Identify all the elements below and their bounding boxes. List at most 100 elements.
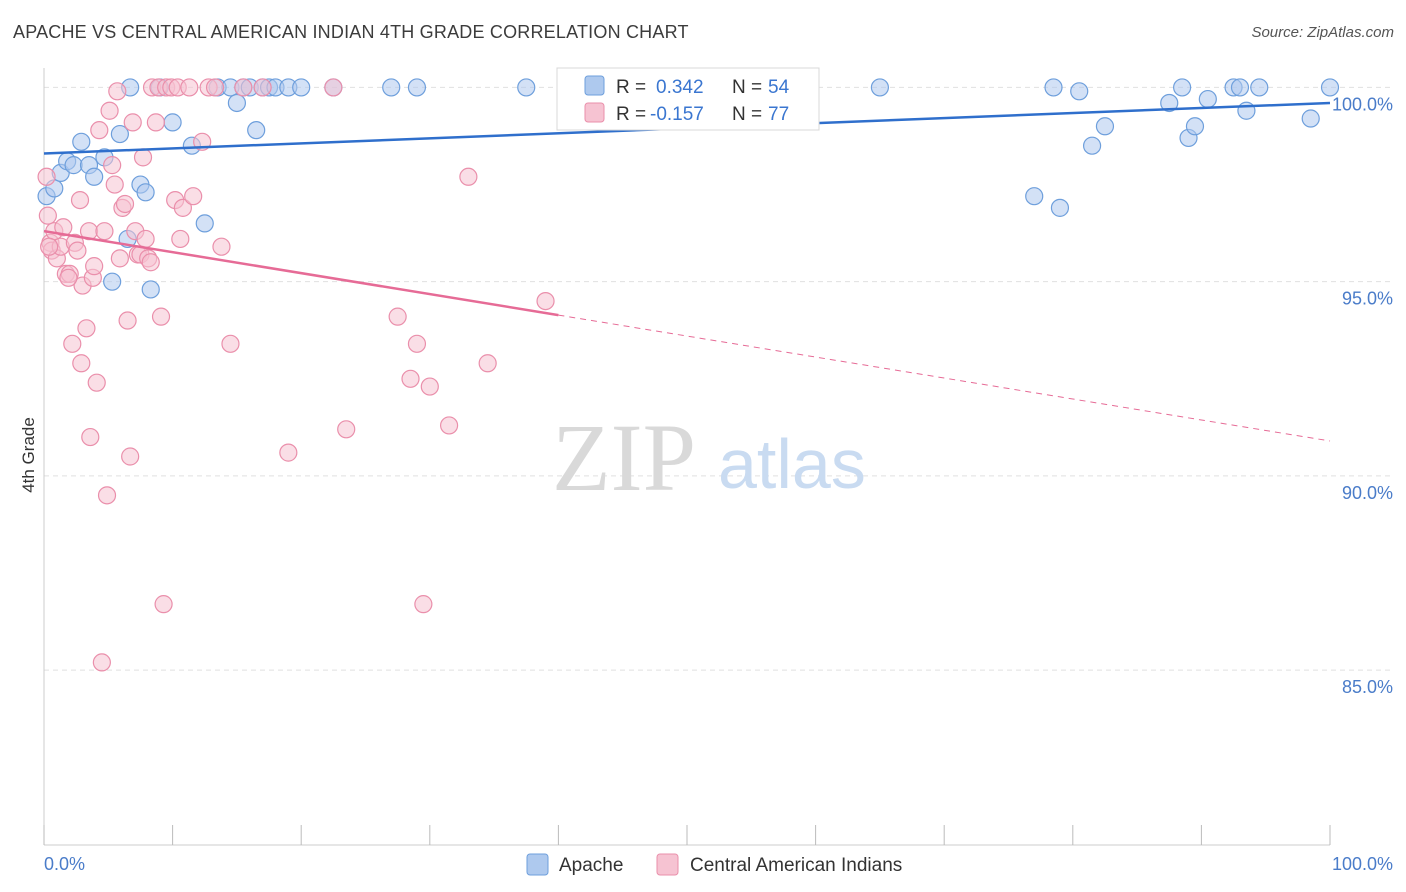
- apache-point: [1250, 78, 1269, 97]
- legend-cai-n-value: 77: [768, 104, 789, 125]
- bottom-legend-apache: Apache: [559, 855, 623, 876]
- cai-point: [180, 78, 199, 97]
- cai-point: [221, 334, 240, 353]
- cai-point: [146, 113, 165, 132]
- apache-point: [1050, 198, 1070, 217]
- apache-point: [1070, 82, 1089, 101]
- apache-point: [1025, 187, 1044, 206]
- apache-point: [1185, 117, 1205, 136]
- cai-point: [171, 229, 190, 249]
- cai-point: [95, 222, 114, 241]
- apache-point: [110, 124, 129, 144]
- legend-apache-r-label: R =: [616, 77, 646, 98]
- trend-line-cai-dashed: [558, 314, 1331, 442]
- cai-point: [205, 78, 225, 97]
- apache-point: [163, 113, 182, 132]
- watermark-zip: ZIP: [552, 404, 696, 511]
- cai-point: [407, 334, 427, 353]
- stats-legend: R = 0.342 N = 54 R = -0.157 N = 77: [556, 67, 820, 131]
- cai-point: [234, 78, 253, 97]
- apache-point: [1173, 78, 1192, 97]
- apache-point: [72, 132, 91, 151]
- cai-point: [279, 443, 298, 462]
- cai-point: [184, 187, 203, 206]
- cai-point: [118, 311, 137, 330]
- apache-point: [1044, 78, 1063, 97]
- cai-point: [439, 416, 459, 435]
- y-axis-title: 4th Grade: [19, 417, 38, 493]
- apache-point: [141, 280, 160, 299]
- cai-point: [414, 595, 433, 614]
- apache-point: [195, 214, 214, 233]
- cai-point: [151, 307, 171, 326]
- legend-apache-n-label: N =: [732, 77, 762, 98]
- cai-point: [136, 229, 155, 249]
- cai-point: [100, 101, 119, 120]
- legend-swatch-apache: [584, 75, 605, 96]
- cai-point: [110, 249, 129, 268]
- apache-point: [103, 272, 122, 291]
- legend-swatch-cai: [584, 102, 605, 123]
- apache-point: [1301, 109, 1320, 128]
- cai-point: [108, 82, 127, 101]
- cai-point: [173, 198, 192, 217]
- cai-point: [123, 113, 142, 132]
- x-tick-label: 0.0%: [44, 854, 85, 874]
- cai-point: [103, 156, 122, 175]
- source-credit: Source: ZipAtlas.com: [1251, 24, 1394, 41]
- cai-point: [105, 175, 124, 194]
- cai-point: [68, 241, 87, 260]
- cai-point: [81, 427, 100, 447]
- apache-point: [1160, 93, 1179, 113]
- apache-point: [382, 78, 401, 97]
- cai-point: [478, 354, 497, 373]
- bottom-legend-cai: Central American Indians: [690, 855, 902, 876]
- bottom-legend-swatch-cai: [656, 853, 679, 876]
- legend-cai-r-label: R =: [616, 104, 646, 125]
- cai-point: [337, 420, 356, 439]
- legend-apache-n-value: 54: [768, 77, 790, 98]
- cai-point: [54, 218, 73, 237]
- apache-point: [1230, 78, 1250, 97]
- bottom-legend-swatch-apache: [526, 853, 549, 876]
- apache-point: [1082, 136, 1102, 155]
- cai-point: [121, 447, 140, 466]
- y-tick-label: 95.0%: [1342, 289, 1393, 309]
- scatter-points: [37, 78, 1340, 672]
- apache-point: [1198, 89, 1217, 109]
- cai-point: [536, 292, 555, 311]
- cai-point: [459, 167, 478, 186]
- grid-lines: [44, 86, 1393, 671]
- apache-point: [292, 78, 311, 97]
- y-tick-label: 85.0%: [1342, 677, 1393, 697]
- x-tick-label: 100.0%: [1332, 854, 1393, 874]
- cai-point: [85, 257, 104, 276]
- apache-point: [136, 183, 155, 202]
- y-tick-labels: 100.0% 95.0% 90.0% 85.0%: [1332, 94, 1393, 697]
- watermark-atlas: atlas: [718, 425, 866, 503]
- cai-point: [77, 319, 96, 338]
- legend-cai-n-label: N =: [732, 104, 762, 125]
- apache-point: [227, 93, 246, 113]
- cai-point: [324, 78, 343, 97]
- legend-cai-r-value: -0.157: [650, 104, 704, 125]
- apache-point: [247, 121, 266, 140]
- apache-point: [1095, 117, 1115, 136]
- apache-point: [407, 78, 427, 97]
- y-tick-label: 90.0%: [1342, 483, 1393, 503]
- apache-point: [870, 78, 890, 97]
- cai-point: [154, 595, 173, 614]
- cai-point: [59, 268, 78, 287]
- cai-point: [92, 653, 111, 672]
- chart-title: APACHE VS CENTRAL AMERICAN INDIAN 4TH GR…: [13, 22, 689, 42]
- cai-point: [420, 377, 439, 396]
- apache-point: [85, 167, 104, 186]
- cai-point: [141, 253, 160, 272]
- cai-point: [40, 237, 59, 256]
- cai-point: [212, 237, 231, 256]
- apache-point: [517, 78, 536, 97]
- y-tick-label: 100.0%: [1332, 94, 1393, 114]
- cai-point: [401, 369, 420, 388]
- cai-point: [97, 486, 117, 505]
